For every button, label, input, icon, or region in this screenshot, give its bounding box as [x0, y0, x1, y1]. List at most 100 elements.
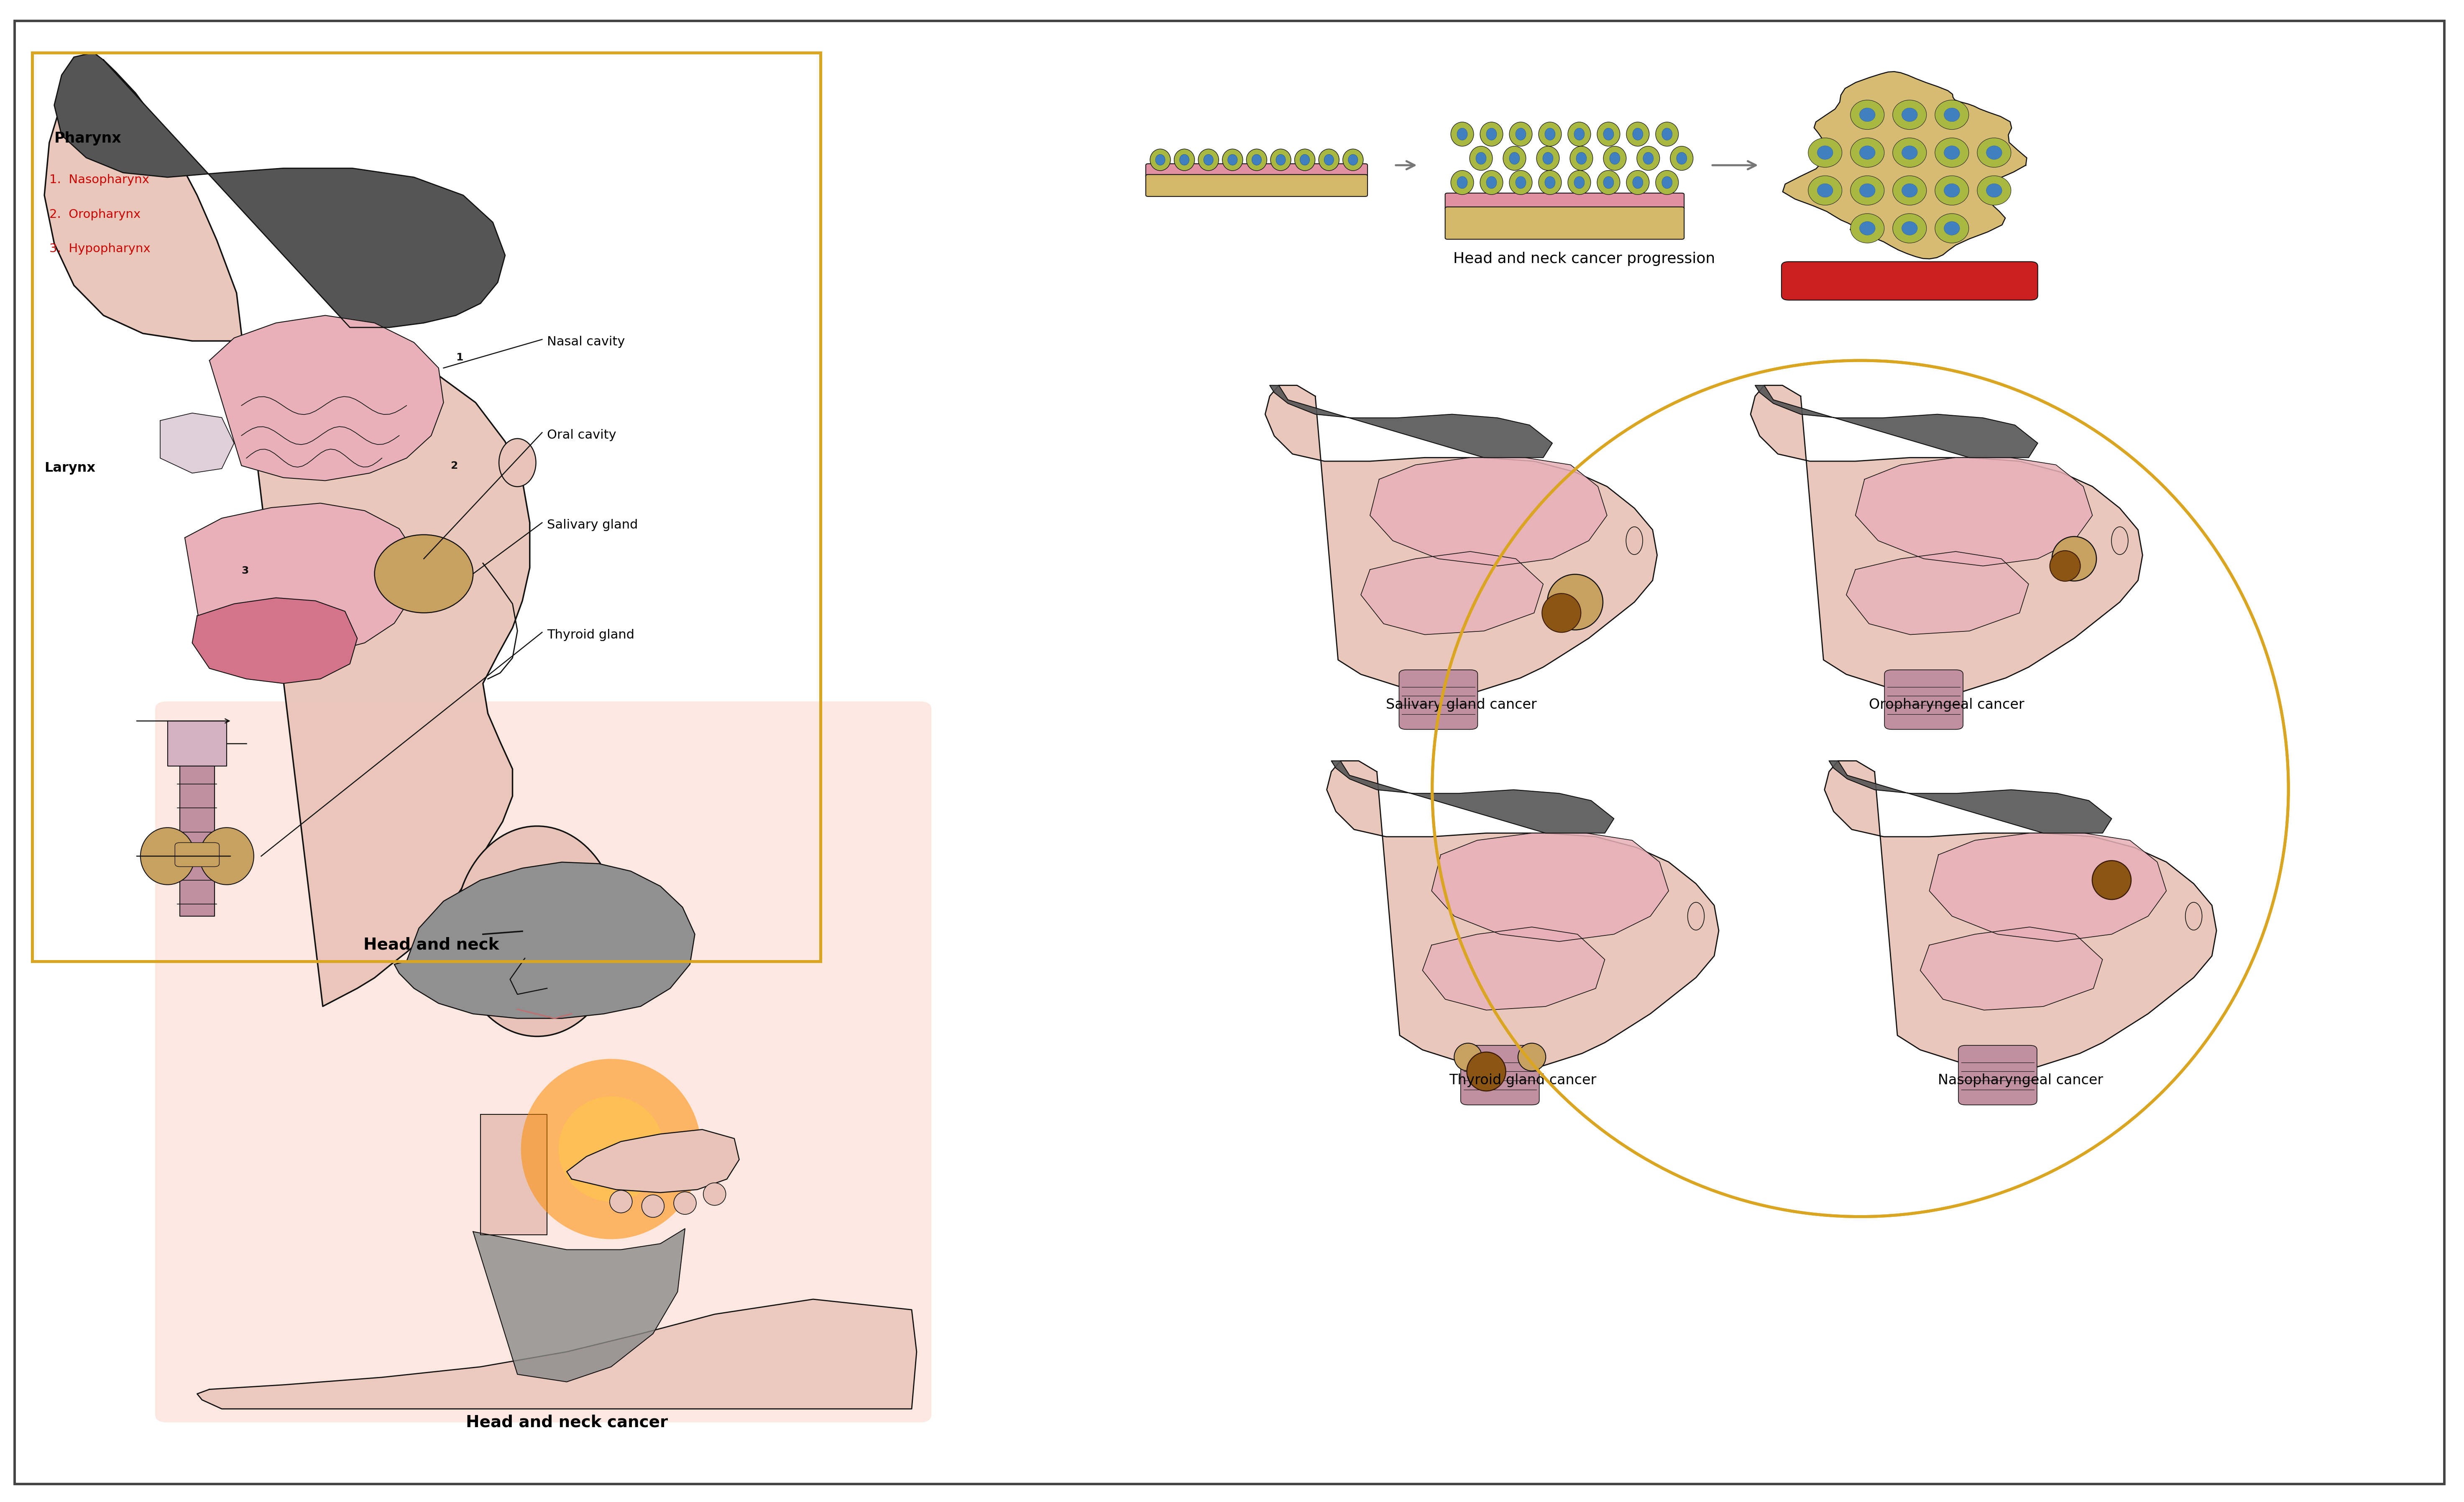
Ellipse shape — [2053, 536, 2097, 581]
Ellipse shape — [1151, 149, 1170, 171]
Polygon shape — [480, 1114, 547, 1235]
Ellipse shape — [453, 826, 621, 1036]
Text: Thyroid gland: Thyroid gland — [547, 629, 633, 641]
Ellipse shape — [1451, 170, 1473, 195]
Ellipse shape — [1892, 213, 1927, 243]
Ellipse shape — [1175, 149, 1195, 171]
Ellipse shape — [1276, 155, 1286, 165]
Ellipse shape — [1451, 122, 1473, 146]
Ellipse shape — [1604, 146, 1626, 170]
Polygon shape — [160, 413, 234, 473]
Ellipse shape — [1902, 221, 1917, 236]
Ellipse shape — [1597, 170, 1619, 195]
Text: 1.  Nasopharynx: 1. Nasopharynx — [49, 174, 150, 186]
Ellipse shape — [1860, 108, 1875, 122]
Ellipse shape — [1818, 183, 1833, 197]
Ellipse shape — [1456, 128, 1469, 140]
Ellipse shape — [1518, 1044, 1545, 1071]
Ellipse shape — [1671, 146, 1693, 170]
Polygon shape — [54, 53, 505, 327]
Text: Head and neck cancer: Head and neck cancer — [466, 1415, 668, 1430]
Ellipse shape — [1538, 122, 1562, 146]
Ellipse shape — [520, 1059, 702, 1239]
FancyBboxPatch shape — [1461, 1045, 1540, 1105]
Ellipse shape — [1634, 176, 1643, 189]
Ellipse shape — [1515, 128, 1525, 140]
Polygon shape — [1749, 386, 2144, 695]
Polygon shape — [473, 1229, 685, 1382]
Polygon shape — [1919, 927, 2102, 1011]
FancyBboxPatch shape — [1146, 174, 1368, 197]
Ellipse shape — [1656, 122, 1678, 146]
Ellipse shape — [1222, 149, 1242, 171]
Ellipse shape — [1688, 903, 1705, 930]
Ellipse shape — [1486, 176, 1496, 189]
Ellipse shape — [609, 1190, 633, 1214]
Text: Pharynx: Pharynx — [54, 131, 121, 146]
Polygon shape — [567, 1130, 739, 1193]
Text: Oral cavity: Oral cavity — [547, 430, 616, 442]
Ellipse shape — [2186, 903, 2203, 930]
Ellipse shape — [200, 828, 254, 885]
Ellipse shape — [1676, 152, 1688, 164]
Ellipse shape — [1323, 155, 1333, 165]
Polygon shape — [1823, 762, 2218, 1071]
Ellipse shape — [1301, 155, 1311, 165]
FancyBboxPatch shape — [175, 843, 219, 867]
Text: Larynx: Larynx — [44, 461, 96, 475]
Ellipse shape — [1538, 170, 1562, 195]
Ellipse shape — [1597, 122, 1619, 146]
Polygon shape — [394, 862, 695, 1018]
Ellipse shape — [1661, 176, 1673, 189]
Polygon shape — [1370, 458, 1607, 566]
Ellipse shape — [1515, 176, 1525, 189]
Ellipse shape — [1567, 170, 1592, 195]
Ellipse shape — [1570, 146, 1592, 170]
Ellipse shape — [1986, 183, 2001, 197]
Text: Head and neck: Head and neck — [362, 937, 500, 952]
Ellipse shape — [1180, 155, 1190, 165]
Ellipse shape — [1818, 146, 1833, 159]
Ellipse shape — [1902, 146, 1917, 159]
Ellipse shape — [1545, 176, 1555, 189]
Ellipse shape — [559, 1096, 663, 1202]
Ellipse shape — [1892, 176, 1927, 206]
Ellipse shape — [1574, 176, 1584, 189]
Ellipse shape — [1850, 176, 1885, 206]
Text: Salivary gland cancer: Salivary gland cancer — [1385, 698, 1538, 712]
Polygon shape — [1828, 762, 2112, 834]
Text: Salivary gland: Salivary gland — [547, 520, 638, 532]
Ellipse shape — [1247, 149, 1266, 171]
FancyBboxPatch shape — [1885, 670, 1964, 730]
Ellipse shape — [1481, 170, 1503, 195]
Ellipse shape — [1510, 152, 1520, 164]
Ellipse shape — [1476, 152, 1486, 164]
Ellipse shape — [1252, 155, 1262, 165]
Ellipse shape — [1567, 122, 1592, 146]
Ellipse shape — [1976, 138, 2011, 167]
Polygon shape — [44, 60, 530, 1006]
Ellipse shape — [702, 1184, 727, 1205]
Ellipse shape — [1503, 146, 1525, 170]
FancyBboxPatch shape — [1400, 670, 1478, 730]
Ellipse shape — [1318, 149, 1338, 171]
Ellipse shape — [1577, 152, 1587, 164]
Ellipse shape — [1271, 149, 1291, 171]
Ellipse shape — [1860, 146, 1875, 159]
Ellipse shape — [1486, 128, 1496, 140]
Text: Thyroid gland cancer: Thyroid gland cancer — [1449, 1074, 1597, 1087]
Ellipse shape — [1538, 146, 1560, 170]
Ellipse shape — [2112, 527, 2129, 554]
Polygon shape — [1422, 927, 1604, 1011]
Polygon shape — [1846, 551, 2028, 635]
Polygon shape — [1754, 386, 2038, 458]
Polygon shape — [197, 1299, 917, 1409]
Ellipse shape — [1626, 170, 1648, 195]
Ellipse shape — [1944, 146, 1959, 159]
Polygon shape — [1269, 386, 1552, 458]
Ellipse shape — [1934, 176, 1969, 206]
Ellipse shape — [1343, 149, 1363, 171]
FancyBboxPatch shape — [1781, 261, 2038, 300]
Ellipse shape — [1656, 170, 1678, 195]
Text: Oropharyngeal cancer: Oropharyngeal cancer — [1868, 698, 2025, 712]
